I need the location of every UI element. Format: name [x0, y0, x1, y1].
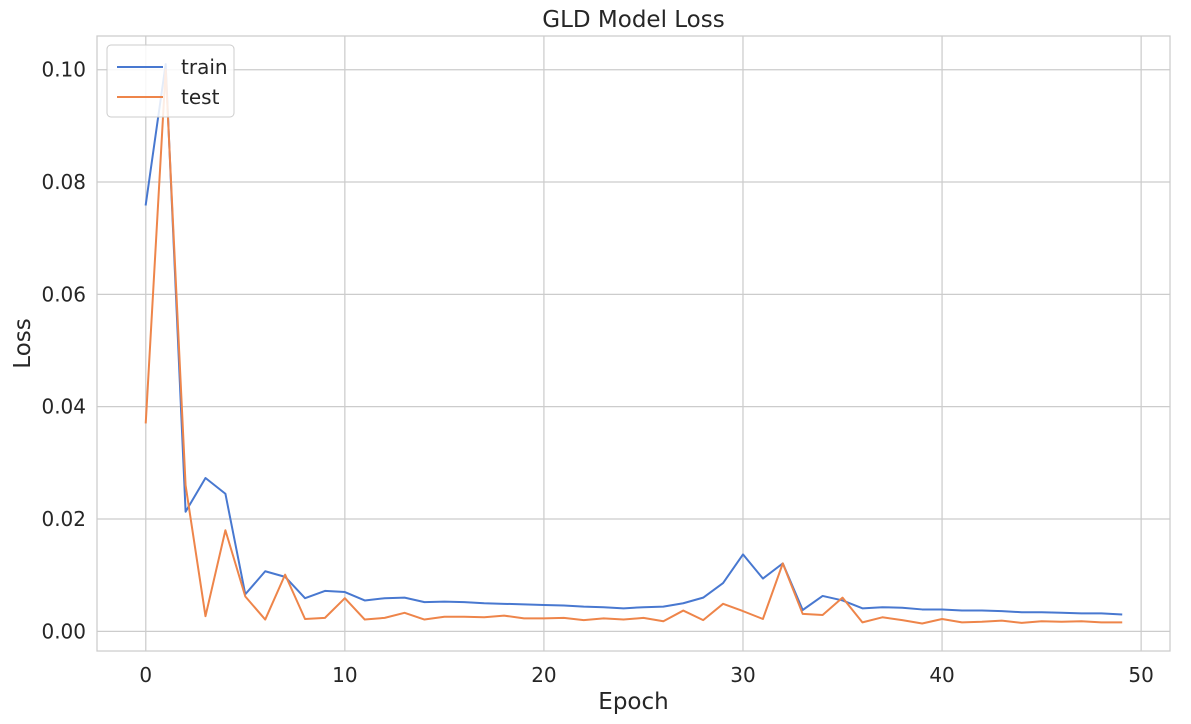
y-gridlines: [97, 69, 1170, 632]
x-tick-labels: 0 10 20 30 40 50: [139, 663, 1153, 687]
y-tick-labels: 0.00 0.02 0.04 0.06 0.08 0.10: [41, 58, 86, 644]
y-tick-label: 0.04: [41, 395, 86, 419]
legend-label-test: test: [181, 85, 220, 109]
x-tick-label: 30: [730, 663, 755, 687]
legend: train test: [106, 44, 235, 118]
series-line-train: [144, 63, 1123, 616]
x-tick-label: 10: [332, 663, 357, 687]
series-line-test: [144, 68, 1123, 625]
y-tick-label: 0.08: [41, 170, 86, 194]
series-layer: [144, 63, 1123, 625]
legend-label-train: train: [181, 55, 228, 79]
y-axis-title: Loss: [10, 318, 36, 368]
x-axis-title: Epoch: [598, 689, 668, 715]
y-tick-label: 0.02: [41, 507, 86, 531]
x-tick-label: 20: [531, 663, 556, 687]
y-tick-label: 0.06: [41, 282, 86, 306]
x-tick-label: 40: [929, 663, 954, 687]
chart-title: GLD Model Loss: [542, 7, 724, 33]
x-tick-label: 0: [139, 663, 152, 687]
x-tick-label: 50: [1128, 663, 1153, 687]
y-tick-label: 0.00: [41, 619, 86, 643]
plot-frame: [96, 35, 1171, 652]
x-gridlines: [145, 36, 1142, 651]
legend-box: [106, 44, 235, 118]
y-tick-label: 0.10: [41, 58, 86, 82]
